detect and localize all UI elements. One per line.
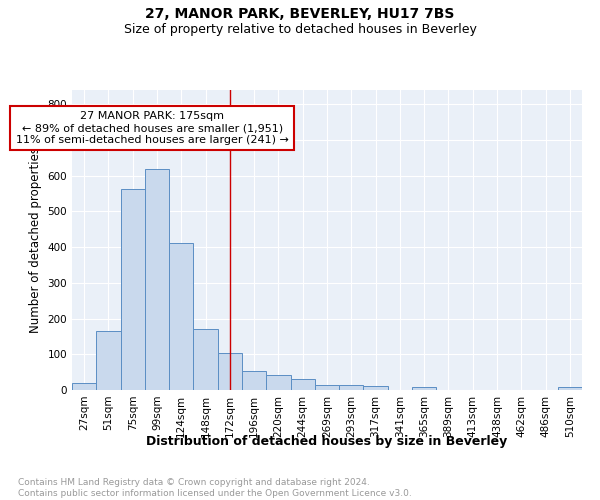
- Bar: [558, 387, 582, 390]
- Bar: [315, 384, 339, 390]
- Text: 27, MANOR PARK, BEVERLEY, HU17 7BS: 27, MANOR PARK, BEVERLEY, HU17 7BS: [145, 8, 455, 22]
- Bar: [339, 386, 364, 390]
- Bar: [290, 378, 315, 390]
- Bar: [72, 383, 96, 390]
- Bar: [266, 375, 290, 390]
- Text: 27 MANOR PARK: 175sqm
← 89% of detached houses are smaller (1,951)
11% of semi-d: 27 MANOR PARK: 175sqm ← 89% of detached …: [16, 112, 289, 144]
- Bar: [412, 387, 436, 390]
- Bar: [364, 386, 388, 390]
- Text: Distribution of detached houses by size in Beverley: Distribution of detached houses by size …: [146, 435, 508, 448]
- Bar: [145, 170, 169, 390]
- Bar: [193, 328, 218, 390]
- Y-axis label: Number of detached properties: Number of detached properties: [29, 147, 42, 333]
- Bar: [96, 331, 121, 390]
- Bar: [121, 190, 145, 390]
- Bar: [218, 353, 242, 390]
- Text: Size of property relative to detached houses in Beverley: Size of property relative to detached ho…: [124, 22, 476, 36]
- Bar: [169, 243, 193, 390]
- Text: Contains HM Land Registry data © Crown copyright and database right 2024.
Contai: Contains HM Land Registry data © Crown c…: [18, 478, 412, 498]
- Bar: [242, 371, 266, 390]
